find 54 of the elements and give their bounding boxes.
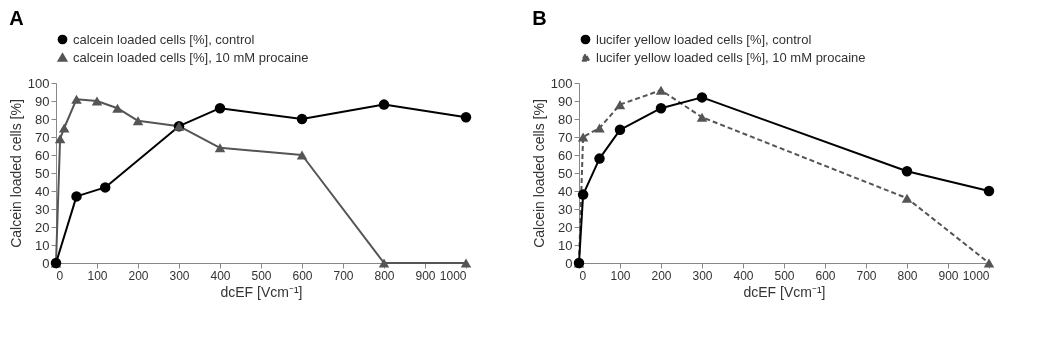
x-tick-label: 1000 xyxy=(962,268,990,283)
x-tick-label: 100 xyxy=(87,268,108,283)
y-tick-label: 30 xyxy=(558,201,573,217)
x-tick-label: 0 xyxy=(56,268,64,283)
x-tick-label: 700 xyxy=(856,268,877,283)
x-tick-label: 800 xyxy=(374,268,395,283)
y-tick-label: 90 xyxy=(558,93,573,109)
legend-label: calcein loaded cells [%], 10 mM procaine xyxy=(73,49,309,65)
x-tick-label: 500 xyxy=(774,268,795,283)
x-tick-label: 100 xyxy=(610,268,631,283)
y-tick-label: 30 xyxy=(35,201,50,217)
y-tick-label: 40 xyxy=(558,183,573,199)
x-tick-label: 800 xyxy=(897,268,918,283)
x-tick-label: 600 xyxy=(815,268,836,283)
y-tick-label: 70 xyxy=(558,129,573,145)
y-tick-label: 10 xyxy=(35,237,50,253)
y-tick-label: 100 xyxy=(27,75,50,91)
y-tick-label: 20 xyxy=(558,219,573,235)
y-tick-label: 0 xyxy=(565,255,573,271)
x-tick-label: 500 xyxy=(251,268,272,283)
x-tick-label: 900 xyxy=(938,268,959,283)
x-axis-title: dcEF [Vcm⁻¹] xyxy=(220,283,303,300)
x-tick-label: 300 xyxy=(169,268,190,283)
x-tick-label: 300 xyxy=(692,268,713,283)
x-tick-label: 400 xyxy=(733,268,754,283)
y-axis-title: Calcein loaded cells [%] xyxy=(530,99,547,248)
legend-label: lucifer yellow loaded cells [%], control xyxy=(596,31,812,47)
y-axis-title: Calcein loaded cells [%] xyxy=(7,99,24,248)
y-tick-label: 80 xyxy=(558,111,573,127)
y-tick-label: 70 xyxy=(35,129,50,145)
y-tick-label: 80 xyxy=(35,111,50,127)
y-tick-label: 100 xyxy=(550,75,573,91)
x-tick-label: 200 xyxy=(651,268,672,283)
y-tick-label: 0 xyxy=(42,255,50,271)
chart-title: A xyxy=(9,7,24,29)
legend-label: calcein loaded cells [%], control xyxy=(73,31,255,47)
y-tick-label: 40 xyxy=(35,183,50,199)
y-tick-label: 10 xyxy=(558,237,573,253)
x-axis-title: dcEF [Vcm⁻¹] xyxy=(743,283,826,300)
x-tick-label: 900 xyxy=(415,268,436,283)
x-tick-label: 700 xyxy=(333,268,354,283)
x-tick-label: 0 xyxy=(579,268,587,283)
x-tick-label: 1000 xyxy=(439,268,467,283)
y-tick-label: 60 xyxy=(558,147,573,163)
x-tick-label: 600 xyxy=(292,268,313,283)
chart-title: B xyxy=(532,7,547,29)
y-tick-label: 20 xyxy=(35,219,50,235)
y-tick-label: 50 xyxy=(35,165,50,181)
x-tick-label: 200 xyxy=(128,268,149,283)
legend-label: lucifer yellow loaded cells [%], 10 mM procaine xyxy=(596,49,866,65)
y-tick-label: 90 xyxy=(35,93,50,109)
x-tick-label: 400 xyxy=(210,268,231,283)
y-tick-label: 50 xyxy=(558,165,573,181)
y-tick-label: 60 xyxy=(35,147,50,163)
